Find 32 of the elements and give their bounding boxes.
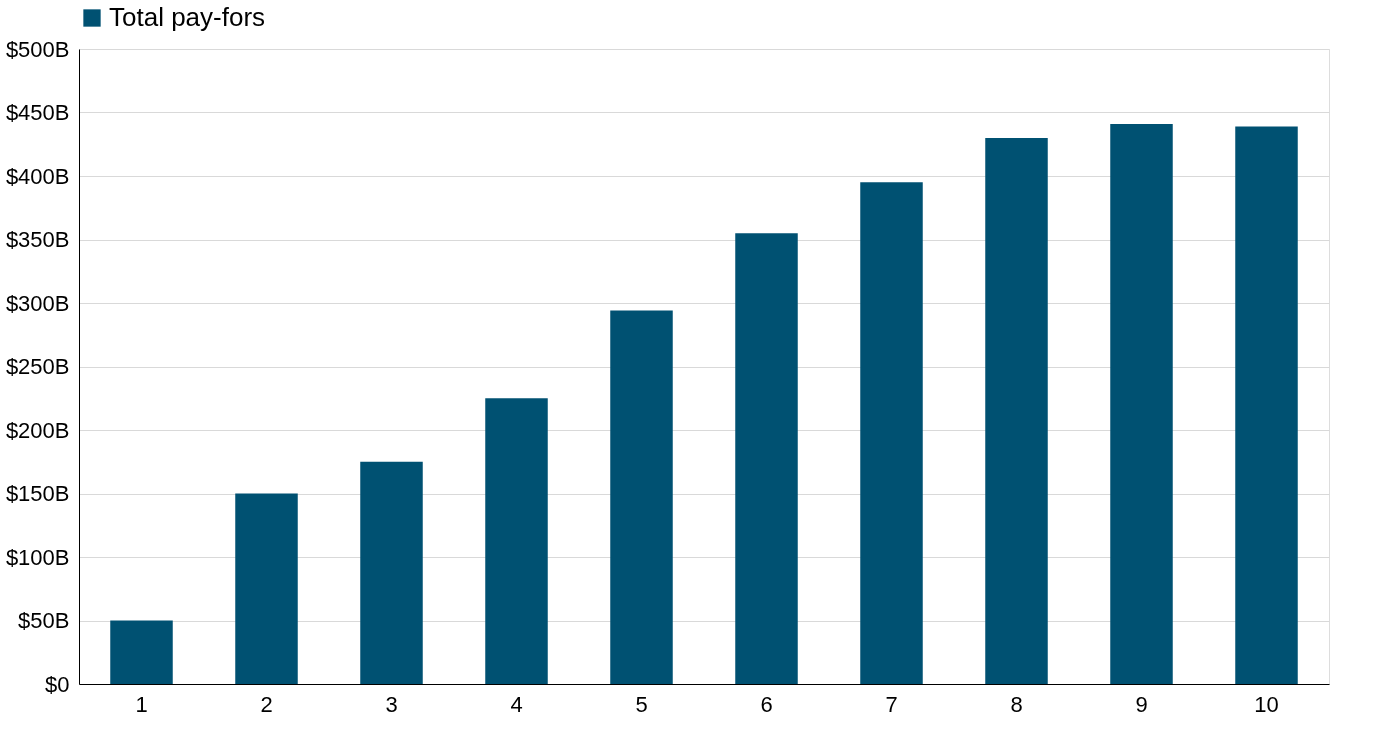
bar: [735, 233, 798, 684]
bar: [485, 398, 548, 684]
bar: [860, 182, 923, 684]
y-tick-label: $350B: [5, 227, 70, 252]
bar: [110, 620, 173, 684]
x-tick-label: 3: [385, 691, 398, 717]
bar: [1110, 123, 1173, 684]
x-tick-label: 2: [260, 691, 273, 717]
y-tick-label: $450B: [5, 100, 70, 125]
bar: [610, 310, 673, 684]
y-tick-label: $100B: [5, 544, 70, 570]
bar: [235, 493, 298, 684]
x-tick-label: 4: [510, 691, 523, 717]
y-tick-label: $300B: [5, 290, 70, 316]
x-tick-label: 10: [1254, 691, 1279, 717]
x-tick-label: 1: [135, 691, 148, 717]
x-tick-label: 6: [760, 691, 773, 717]
legend-label: Total pay-fors: [109, 2, 266, 32]
bar: [985, 137, 1048, 684]
bar: [1235, 126, 1298, 684]
bar: [360, 461, 423, 684]
y-tick-label: $50B: [18, 608, 70, 633]
y-tick-label: $200B: [5, 417, 70, 443]
y-tick-label: $150B: [5, 481, 70, 506]
y-tick-label: $400B: [5, 163, 70, 189]
x-tick-label: 7: [885, 691, 898, 717]
x-tick-label: 8: [1010, 691, 1023, 717]
x-tick-label: 5: [635, 691, 648, 717]
y-tick-label: $500B: [5, 36, 70, 62]
y-tick-label: $0: [45, 671, 70, 697]
y-tick-label: $250B: [5, 354, 70, 379]
x-tick-label: 9: [1135, 691, 1148, 717]
